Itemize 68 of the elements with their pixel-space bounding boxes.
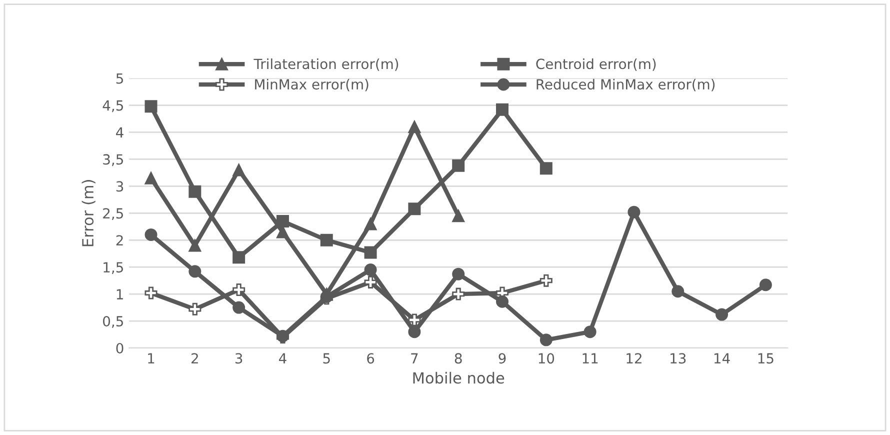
legend-label: Reduced MinMax error(m)	[536, 78, 715, 92]
y-tick-label: 3,5	[103, 154, 123, 166]
y-tick-label: 2	[116, 235, 123, 246]
x-tick-label: 5	[323, 353, 330, 364]
point	[452, 159, 465, 172]
y-tick-label: 1	[116, 289, 123, 300]
point	[232, 251, 246, 264]
point	[496, 103, 509, 116]
x-tick-label: 15	[758, 353, 774, 364]
point	[452, 210, 465, 222]
legend-label: MinMax error(m)	[255, 78, 368, 92]
x-tick-label: 9	[498, 353, 506, 364]
point	[408, 326, 421, 338]
point	[408, 120, 421, 134]
point	[672, 285, 684, 298]
point	[716, 308, 728, 321]
point	[759, 278, 772, 292]
x-tick-label: 12	[626, 353, 642, 364]
x-axis-title: Mobile node	[413, 372, 504, 384]
y-tick-label: 5	[116, 73, 123, 84]
x-tick-label: 3	[235, 353, 242, 364]
point	[232, 164, 246, 176]
x-tick-label: 10	[538, 353, 554, 364]
x-tick-label: 1	[148, 353, 154, 364]
x-tick-label: 13	[670, 353, 686, 364]
point	[628, 206, 640, 218]
x-tick-label: 7	[411, 353, 418, 364]
point	[364, 246, 377, 259]
point	[540, 334, 552, 346]
point	[232, 301, 246, 314]
point	[144, 172, 158, 184]
x-tick-label: 2	[192, 353, 198, 364]
point	[364, 264, 377, 276]
point	[144, 100, 158, 113]
point	[188, 302, 202, 316]
point	[144, 228, 158, 241]
point	[496, 295, 509, 308]
x-tick-label: 6	[367, 353, 374, 364]
x-tick-label: 4	[278, 353, 286, 364]
point	[452, 288, 465, 300]
point	[144, 286, 158, 300]
point	[364, 218, 377, 230]
y-tick-label: 0	[116, 342, 124, 354]
point	[540, 274, 552, 287]
x-tick-label: 14	[714, 353, 730, 364]
y-tick-label: 1,5	[104, 262, 123, 274]
y-tick-label: 2,5	[103, 208, 123, 220]
y-axis-title: Error (m)	[82, 180, 96, 246]
point	[320, 234, 333, 246]
y-tick-label: 4,5	[102, 100, 123, 112]
point	[584, 326, 596, 338]
point	[188, 185, 202, 198]
y-tick-label: 3	[116, 181, 124, 192]
point	[452, 268, 465, 280]
point	[232, 283, 246, 296]
legend-label: Trilateration error(m)	[254, 58, 398, 71]
y-tick-label: 0,5	[103, 316, 123, 328]
point	[540, 162, 552, 175]
y-tick-label: 4	[116, 127, 124, 138]
point	[188, 265, 202, 278]
point	[188, 239, 202, 252]
x-tick-label: 8	[454, 353, 462, 364]
point	[408, 202, 421, 216]
x-tick-label: 11	[582, 353, 598, 364]
point	[364, 276, 377, 288]
point	[408, 314, 421, 326]
point	[276, 214, 289, 228]
legend-label: Centroid error(m)	[536, 58, 656, 71]
